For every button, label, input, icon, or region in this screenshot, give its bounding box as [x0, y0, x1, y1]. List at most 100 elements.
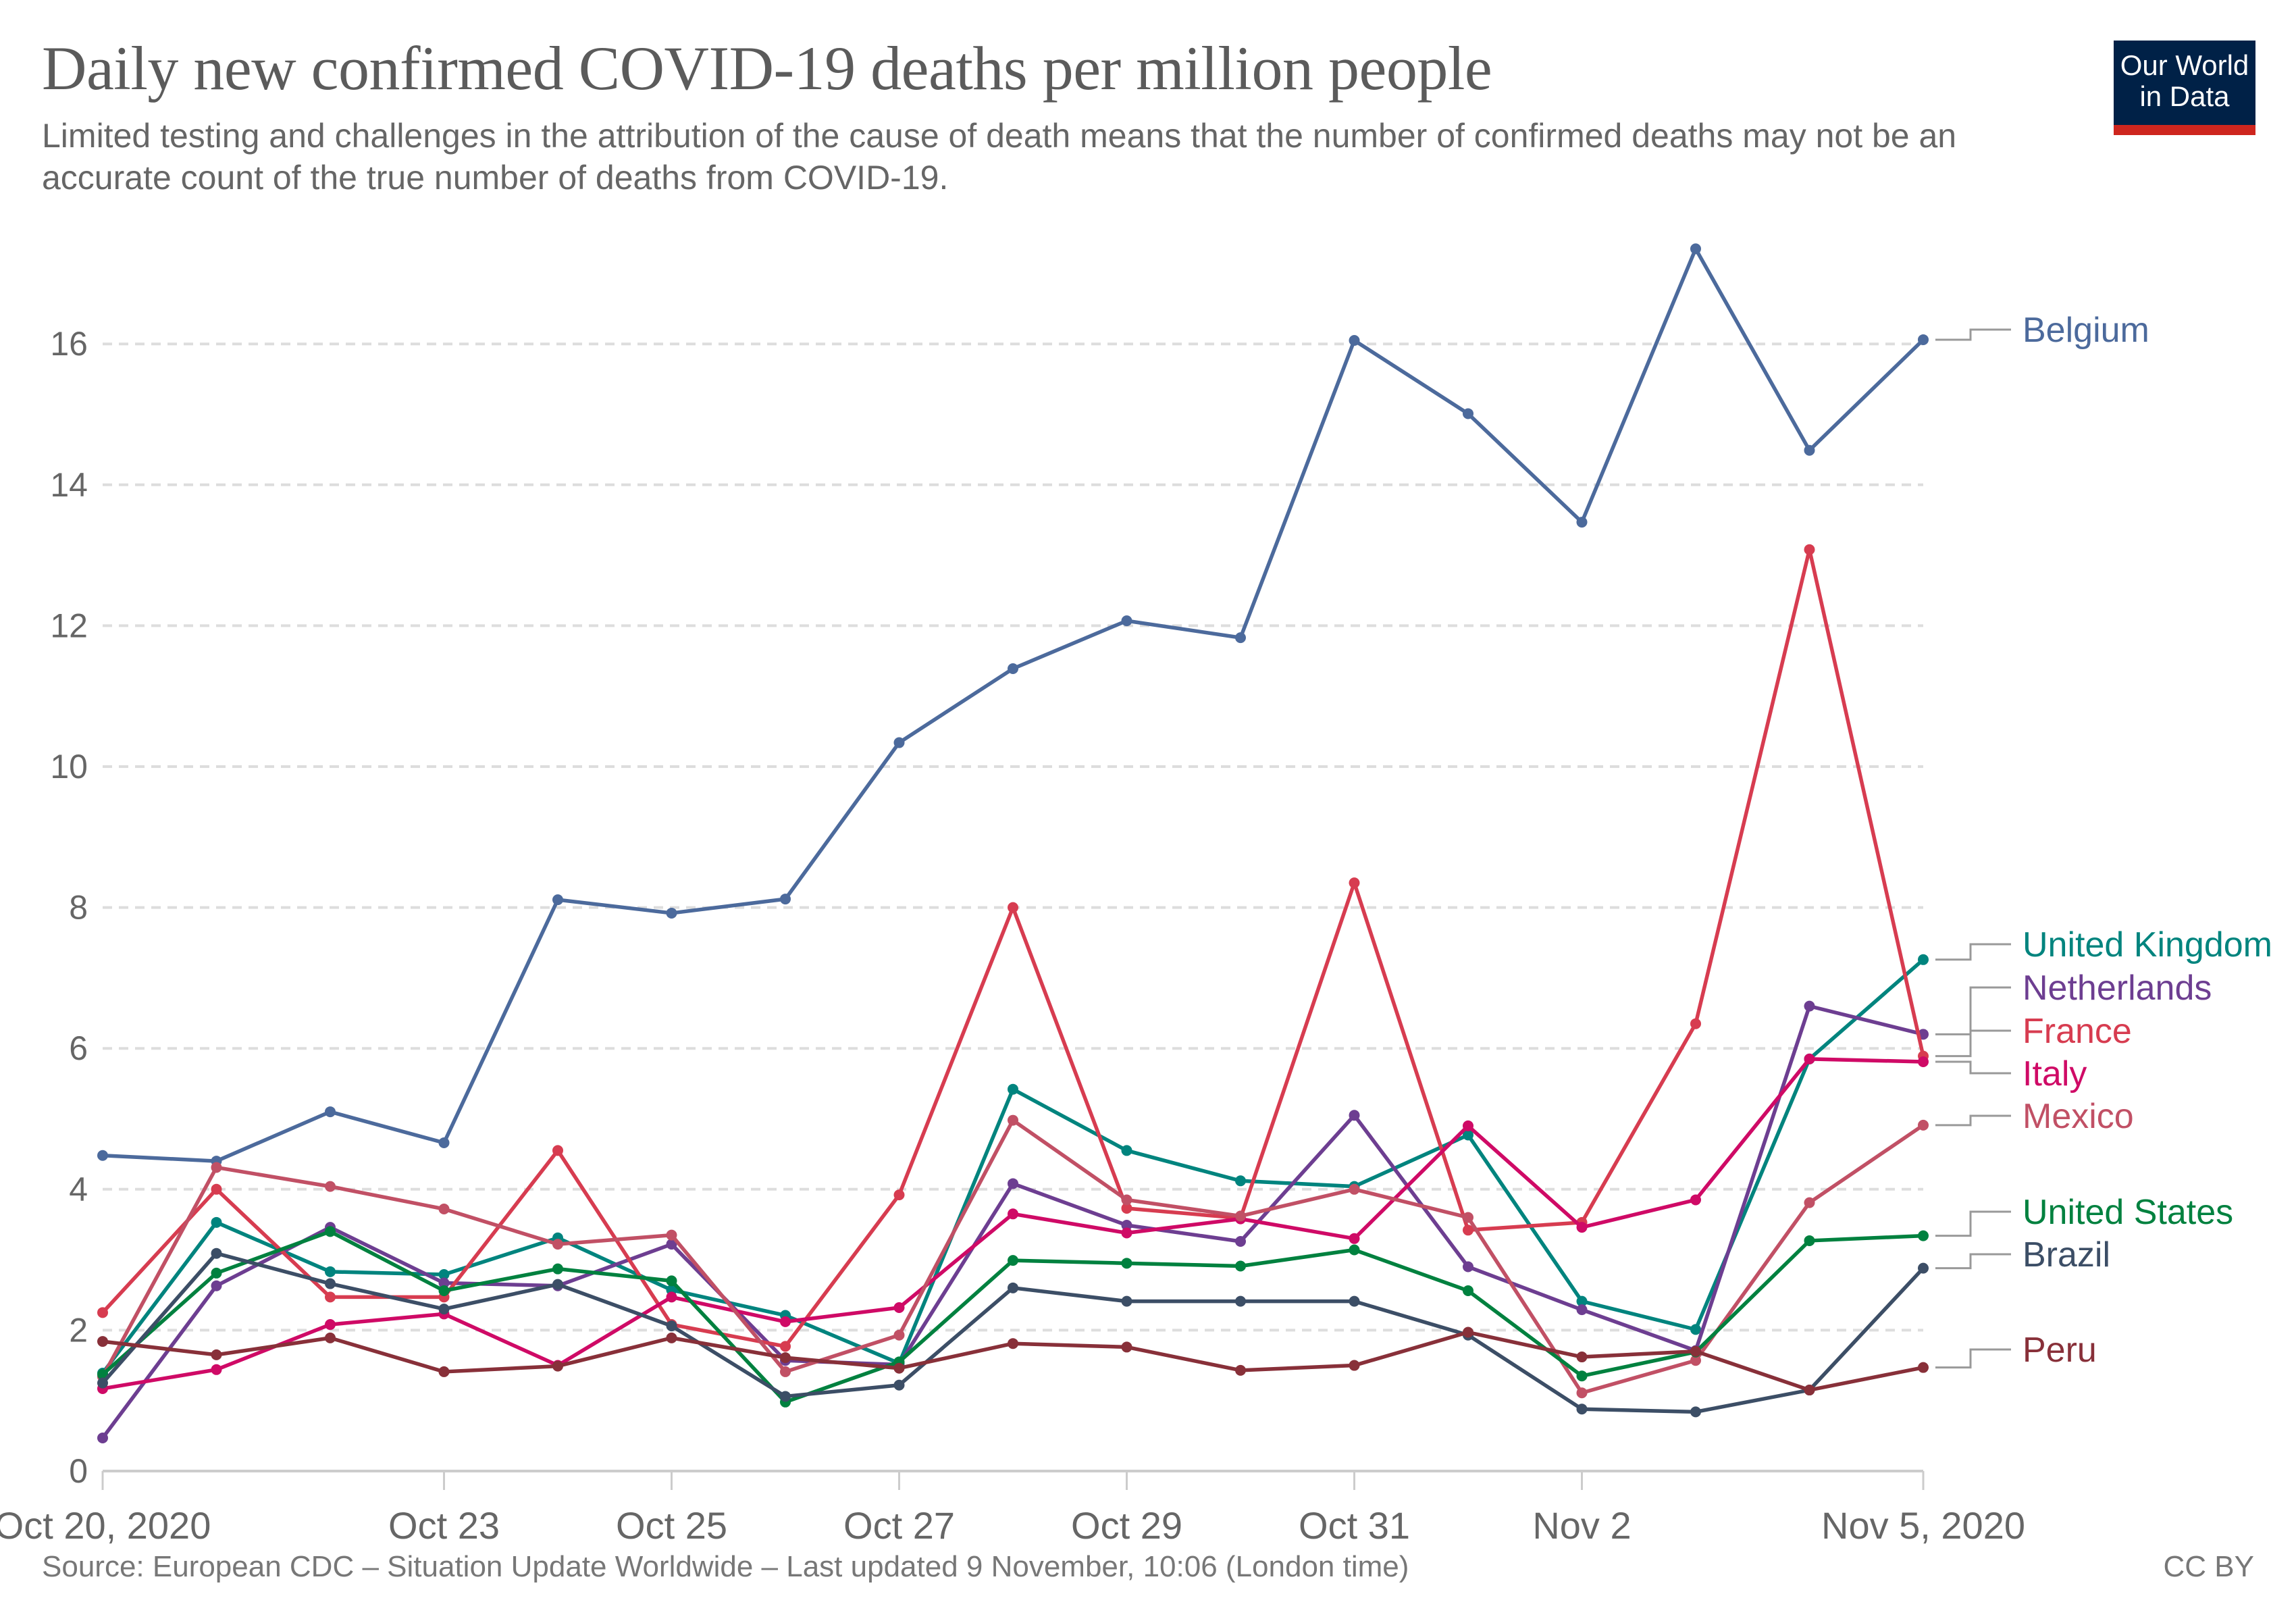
point-united-states: [325, 1226, 336, 1237]
point-netherlands: [97, 1432, 108, 1443]
legend-label-netherlands[interactable]: Netherlands: [2023, 969, 2212, 1008]
x-tick-label: Oct 20, 2020: [0, 1504, 211, 1547]
y-tick-label: 2: [69, 1311, 88, 1349]
point-united-kingdom: [438, 1269, 450, 1281]
series-belgium: [97, 243, 1929, 1167]
logo-text: Our World in Data: [2114, 50, 2255, 112]
license-link[interactable]: CC BY: [2163, 1550, 2254, 1583]
point-united-kingdom: [1690, 1324, 1701, 1335]
point-mexico: [552, 1239, 563, 1250]
legend-label-belgium[interactable]: Belgium: [2023, 311, 2149, 350]
point-mexico: [438, 1204, 450, 1215]
point-united-kingdom: [1008, 1083, 1018, 1095]
legend-label-italy[interactable]: Italy: [2023, 1054, 2087, 1093]
y-tick-label: 4: [69, 1170, 88, 1208]
point-france: [552, 1145, 563, 1156]
point-france: [1349, 877, 1360, 889]
legend-label-united-kingdom[interactable]: United Kingdom: [2023, 925, 2272, 964]
point-italy: [1121, 1227, 1132, 1239]
point-netherlands: [438, 1277, 450, 1289]
point-belgium: [1576, 517, 1588, 528]
point-brazil: [1008, 1282, 1018, 1293]
point-peru: [325, 1332, 336, 1343]
point-italy: [666, 1291, 677, 1303]
point-netherlands: [1008, 1178, 1018, 1189]
logo-red-bar: [2114, 125, 2255, 135]
point-united-states: [1008, 1255, 1018, 1266]
point-brazil: [780, 1391, 791, 1402]
point-mexico: [893, 1329, 905, 1341]
point-peru: [780, 1352, 791, 1364]
point-italy: [893, 1302, 905, 1314]
legend-connector-peru: [1935, 1348, 2011, 1369]
legend-label-france[interactable]: France: [2023, 1012, 2132, 1051]
owid-logo[interactable]: Our World in Data: [2114, 41, 2255, 135]
point-peru: [1576, 1352, 1588, 1363]
point-brazil: [97, 1377, 108, 1389]
point-belgium: [325, 1106, 336, 1118]
point-netherlands: [1463, 1261, 1473, 1272]
point-france: [211, 1183, 222, 1195]
logo-line-1: Our World: [2120, 49, 2249, 81]
point-netherlands: [211, 1280, 222, 1291]
legend-connector-france: [1935, 1029, 2011, 1058]
point-peru: [1804, 1385, 1815, 1396]
source-note: Source: European CDC – Situation Update …: [42, 1550, 1409, 1583]
point-belgium: [1235, 632, 1246, 644]
point-mexico: [1121, 1194, 1132, 1206]
point-mexico: [325, 1181, 336, 1192]
legend-label-peru[interactable]: Peru: [2023, 1331, 2097, 1370]
point-peru: [1008, 1338, 1018, 1349]
point-united-states: [552, 1263, 563, 1275]
point-united-kingdom: [1121, 1145, 1132, 1156]
legend-connector-italy: [1935, 1060, 2011, 1075]
x-axis: Oct 20, 2020 Oct 23 Oct 25 Oct 27 Oct 29 Oct …: [0, 1470, 2025, 1547]
legend-label-mexico[interactable]: Mexico: [2023, 1097, 2134, 1136]
x-tick-label: Nov 5, 2020: [1821, 1504, 2025, 1547]
y-axis-tick-labels: 0 2 4 6 8 10 12 14 16: [50, 325, 88, 1490]
point-belgium: [1804, 444, 1815, 456]
point-mexico: [1008, 1114, 1018, 1126]
point-united-states: [438, 1285, 450, 1296]
point-mexico: [1804, 1197, 1815, 1208]
point-netherlands: [1121, 1219, 1132, 1231]
point-france: [1463, 1225, 1473, 1236]
point-peru: [1235, 1364, 1246, 1376]
y-tick-label: 0: [69, 1452, 88, 1490]
x-tick-label: Nov 2: [1532, 1504, 1631, 1547]
point-peru: [1690, 1345, 1701, 1357]
point-france: [1008, 902, 1018, 913]
point-peru: [211, 1349, 222, 1360]
point-brazil: [1576, 1404, 1588, 1415]
point-france: [325, 1291, 336, 1303]
point-belgium: [1008, 663, 1018, 675]
y-tick-label: 16: [50, 325, 88, 363]
point-mexico: [780, 1366, 791, 1377]
point-brazil: [1235, 1295, 1246, 1307]
point-belgium: [893, 737, 905, 748]
series-united-kingdom: [97, 954, 1929, 1379]
line-united-kingdom: [101, 958, 1925, 1374]
y-tick-label: 10: [50, 748, 88, 786]
point-peru: [438, 1366, 450, 1377]
point-united-states: [1576, 1370, 1588, 1382]
point-netherlands: [1576, 1304, 1588, 1316]
chart-title: Daily new confirmed COVID-19 deaths per …: [42, 34, 1492, 103]
point-united-kingdom: [325, 1266, 336, 1277]
point-italy: [211, 1364, 222, 1375]
point-netherlands: [1804, 1000, 1815, 1012]
x-tick-label: Oct 31: [1299, 1504, 1410, 1547]
point-belgium: [780, 894, 791, 905]
point-italy: [1804, 1053, 1815, 1064]
y-tick-label: 6: [69, 1029, 88, 1067]
chart-subtitle: Limited testing and challenges in the at…: [42, 117, 1957, 197]
legend: Belgium United Kingdom Netherlands FranceIt…: [1935, 311, 2272, 1370]
point-brazil: [325, 1278, 336, 1289]
legend-label-united-states[interactable]: United States: [2023, 1193, 2233, 1232]
legend-label-brazil[interactable]: Brazil: [2023, 1235, 2110, 1275]
point-belgium: [1690, 243, 1701, 255]
point-united-kingdom: [1918, 954, 1929, 965]
legend-connector-mexico: [1935, 1114, 2011, 1127]
point-italy: [325, 1319, 336, 1331]
point-peru: [666, 1332, 677, 1343]
